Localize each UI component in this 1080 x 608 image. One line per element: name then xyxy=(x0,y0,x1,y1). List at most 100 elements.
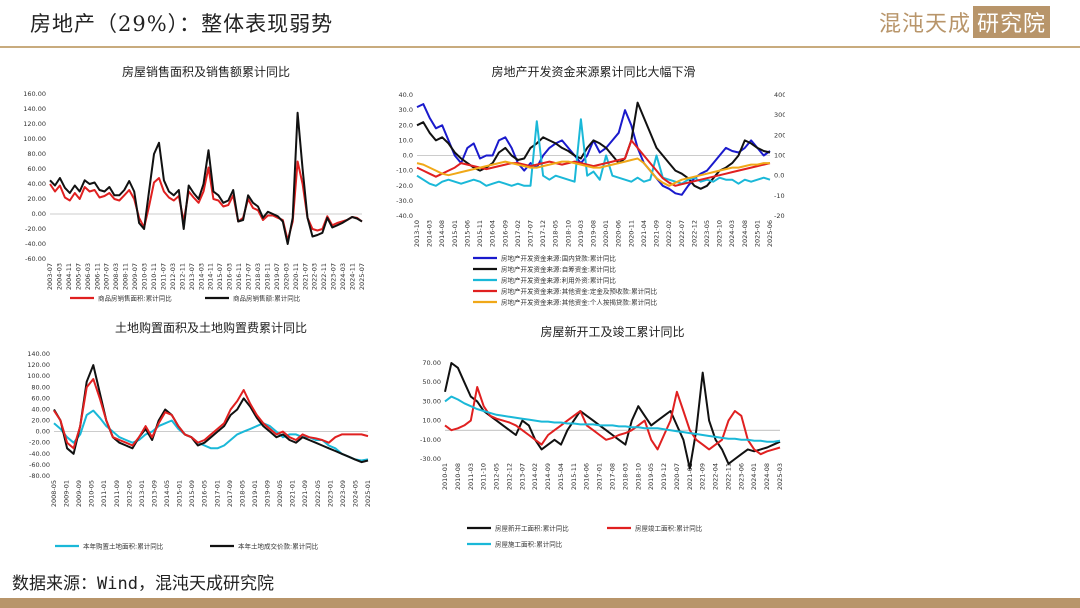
x-tick-label: 2008-03 xyxy=(112,263,120,290)
y-tick-label: 0.00 xyxy=(32,210,46,218)
legend-label-1: 房地产开发资金来源:自筹资金:累计同比 xyxy=(501,265,616,274)
y-tick-label: 20.00 xyxy=(31,417,50,425)
x-tick-label: 2018-03 xyxy=(621,463,629,490)
y-tick-label: 40.0 xyxy=(399,91,413,99)
chart-title: 房屋新开工及竣工累计同比 xyxy=(540,324,684,339)
x-tick-label: 2019-08 xyxy=(590,220,598,247)
y-tick-label: 80.00 xyxy=(31,383,50,391)
legend-label-2: 房地产开发资金来源:利用外资:累计同比 xyxy=(501,276,616,285)
y-tick-label: 70.00 xyxy=(422,359,441,367)
chart-funding: 房地产开发资金来源累计同比大幅下滑 40.0 30.0 20.0 10.0 0.0 -10.… xyxy=(396,64,785,307)
x-tick-label: 2015-11 xyxy=(570,463,578,490)
x-tick-label: 2021-09 xyxy=(301,480,309,507)
y-right-tick-label: 200.0 xyxy=(774,131,785,139)
legend-label-0: 本年购置土地面积:累计同比 xyxy=(83,542,164,551)
y-tick-label: -30.0 xyxy=(396,197,413,205)
x-tick-label: 2014-08 xyxy=(438,220,446,247)
x-tick-label: 2022-11 xyxy=(320,263,328,290)
x-tick-label: 2014-02 xyxy=(531,463,539,490)
x-tick-label: 2023-10 xyxy=(716,220,724,247)
y-right-tick-label: 300.0 xyxy=(774,111,785,119)
x-tick-label: 2016-03 xyxy=(226,263,234,290)
x-tick-label: 2013-01 xyxy=(138,480,146,507)
x-tick-label: 2017-01 xyxy=(213,480,221,507)
x-tick-label: 2017-07 xyxy=(526,220,534,247)
series-line-4 xyxy=(416,157,770,187)
x-tick-label: 2020-07 xyxy=(673,463,681,490)
y-tick-label: -40.00 xyxy=(29,450,50,458)
y-tick-label: -60.00 xyxy=(29,461,50,469)
legend-label-2: 房屋施工面积:累计同比 xyxy=(495,540,563,549)
logo-box: 研究院 xyxy=(972,6,1050,38)
x-tick-label: 2005-07 xyxy=(74,263,82,290)
x-tick-label: 2015-04 xyxy=(557,463,565,490)
x-tick-label: 2014-03 xyxy=(426,220,434,247)
chart-land: 土地购置面积及土地购置费累计同比 140.00 120.00 100.00 80.00 6… xyxy=(27,320,372,551)
x-tick-label: 2018-10 xyxy=(634,463,642,490)
y-right-tick-label: -100.0 xyxy=(774,192,785,200)
x-tick-label: 2015-01 xyxy=(176,480,184,507)
x-tick-label: 2013-10 xyxy=(413,220,421,247)
y-tick-label: 60.00 xyxy=(27,165,46,173)
y-tick-label: 160.00 xyxy=(23,90,46,98)
y-tick-label: -60.00 xyxy=(25,255,46,263)
y-tick-label: -20.00 xyxy=(25,225,46,233)
x-tick-label: 2022-04 xyxy=(712,463,720,490)
y-tick-label: 50.00 xyxy=(422,378,441,386)
x-tick-label: 2021-07 xyxy=(301,263,309,290)
brand-logo: 混沌天成 研究院 xyxy=(879,6,1050,38)
y-tick-label: 20.0 xyxy=(399,121,413,129)
y-tick-label: 10.00 xyxy=(422,417,441,425)
chart-title: 土地购置面积及土地购置费累计同比 xyxy=(115,320,307,335)
x-tick-label: 2010-08 xyxy=(454,463,462,490)
y-right-tick-label: 0.0 xyxy=(774,172,784,180)
x-tick-label: 2025-01 xyxy=(364,480,372,507)
x-tick-label: 2009-01 xyxy=(63,480,71,507)
x-tick-label: 2011-01 xyxy=(100,480,108,507)
legend-label-3: 房地产开发资金来源:其他资金:定金及预收款:累计同比 xyxy=(501,287,658,296)
x-tick-label: 2023-09 xyxy=(339,480,347,507)
x-tick-label: 2022-05 xyxy=(314,480,322,507)
x-tick-label: 2014-11 xyxy=(207,263,215,290)
x-tick-label: 2024-08 xyxy=(763,463,771,490)
x-tick-label: 2025-01 xyxy=(753,220,761,247)
series-line-2 xyxy=(53,378,369,450)
x-tick-label: 2024-03 xyxy=(339,263,347,290)
x-tick-label: 2004-03 xyxy=(55,263,63,290)
x-tick-label: 2021-09 xyxy=(699,463,707,490)
x-tick-label: 2016-05 xyxy=(201,480,209,507)
x-tick-label: 2015-11 xyxy=(476,220,484,247)
legend-label-0: 房地产开发资金来源:国内贷款:累计同比 xyxy=(501,254,616,263)
series-line-2 xyxy=(444,395,781,443)
series-line-0 xyxy=(53,409,369,462)
x-tick-label: 2012-12 xyxy=(505,463,513,490)
x-tick-label: 2018-05 xyxy=(238,480,246,507)
y-tick-label: -10.0 xyxy=(396,167,413,175)
header-divider xyxy=(0,46,1080,48)
x-tick-label: 2022-12 xyxy=(690,220,698,247)
x-tick-label: 2020-05 xyxy=(276,480,284,507)
x-tick-label: 2022-03 xyxy=(311,263,319,290)
y-tick-label: -30.00 xyxy=(420,455,441,463)
chart-construction: 房屋新开工及竣工累计同比 70.00 50.00 30.00 10.00 -10.00 -3… xyxy=(420,324,784,549)
x-tick-label: 2025-07 xyxy=(358,263,366,290)
x-tick-label: 2018-05 xyxy=(552,220,560,247)
x-tick-label: 2019-09 xyxy=(264,480,272,507)
x-tick-label: 2022-07 xyxy=(678,220,686,247)
x-tick-label: 2023-06 xyxy=(737,463,745,490)
x-tick-label: 2003-07 xyxy=(46,263,54,290)
x-tick-label: 2024-08 xyxy=(741,220,749,247)
x-tick-label: 2012-05 xyxy=(125,480,133,507)
x-tick-label: 2018-03 xyxy=(254,263,262,290)
x-tick-label: 2017-12 xyxy=(539,220,547,247)
x-tick-label: 2022-11 xyxy=(724,463,732,490)
x-tick-label: 2006-03 xyxy=(84,263,92,290)
legend-label-4: 房地产开发资金来源:其他资金:个人按揭贷款:累计同比 xyxy=(501,298,658,307)
x-tick-label: 2011-07 xyxy=(159,263,167,290)
x-tick-label: 2015-06 xyxy=(463,220,471,247)
y-tick-label: 80.00 xyxy=(27,150,46,158)
logo-text: 混沌天成 xyxy=(878,12,971,37)
x-tick-label: 2011-03 xyxy=(467,463,475,490)
legend-label-1: 商品房销售额:累计同比 xyxy=(233,294,301,303)
y-tick-label: -10.00 xyxy=(420,436,441,444)
